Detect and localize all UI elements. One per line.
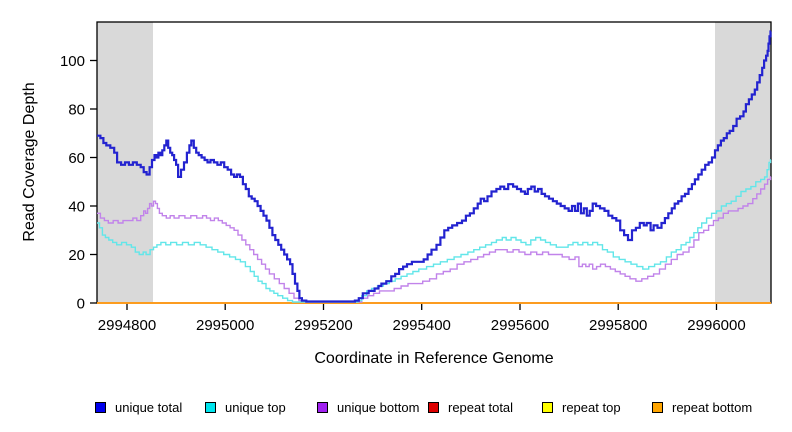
legend-swatch-repeat-top <box>542 402 553 413</box>
series-line-unique-top <box>97 159 772 303</box>
legend: unique total unique top unique bottom repea… <box>0 400 792 422</box>
x-tick-label: 2995600 <box>491 317 549 334</box>
legend-swatch-unique-top <box>205 402 216 413</box>
y-axis-title: Read Coverage Depth <box>21 82 38 242</box>
y-tick-label: 40 <box>68 199 85 216</box>
x-tick-label: 2995200 <box>294 317 352 334</box>
x-tick-label: 2996000 <box>687 317 745 334</box>
y-tick-label: 20 <box>68 247 85 264</box>
legend-swatch-unique-bottom <box>317 402 328 413</box>
legend-label-unique-total: unique total <box>115 400 183 415</box>
x-tick-label: 2994800 <box>98 317 156 334</box>
legend-swatch-unique-total <box>95 402 106 413</box>
x-tick-label: 2995400 <box>392 317 450 334</box>
y-tick-label: 60 <box>68 150 85 167</box>
legend-swatch-repeat-bottom <box>652 402 663 413</box>
legend-label-repeat-total: repeat total <box>448 400 514 415</box>
y-tick-label: 80 <box>68 102 85 119</box>
x-axis-title: Coordinate in Reference Genome <box>314 350 554 367</box>
series-line-unique-bottom <box>97 176 772 303</box>
legend-label-repeat-top: repeat top <box>562 400 621 415</box>
x-tick-label: 2995800 <box>589 317 647 334</box>
legend-label-repeat-bottom: repeat bottom <box>672 400 753 415</box>
right-gray-band <box>715 22 771 303</box>
legend-label-unique-bottom: unique bottom <box>337 400 420 415</box>
y-tick-label: 100 <box>60 53 85 70</box>
legend-label-unique-top: unique top <box>225 400 286 415</box>
plot-frame <box>96 21 772 304</box>
y-tick-label: 0 <box>77 296 85 313</box>
legend-swatch-repeat-total <box>428 402 439 413</box>
x-tick-label: 2995000 <box>196 317 254 334</box>
series-line-unique-total <box>97 30 772 303</box>
